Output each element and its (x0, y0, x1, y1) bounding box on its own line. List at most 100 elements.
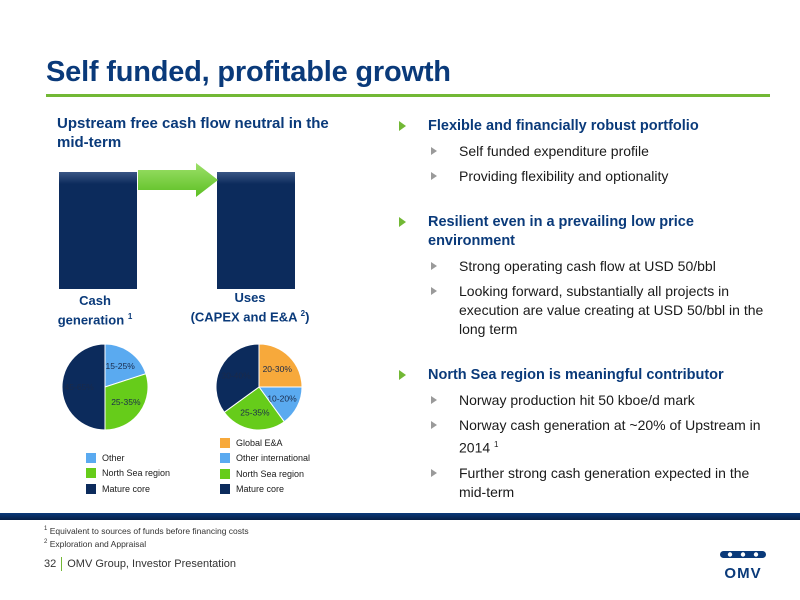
green-triangle-icon (399, 370, 406, 380)
grey-triangle-icon (431, 262, 437, 270)
legend-label: Other (102, 452, 125, 463)
footnote-number: 2 (44, 538, 48, 545)
sub-bullet-text: Norway production hit 50 kboe/d mark (459, 392, 695, 408)
pie-slice-label: 10-20% (267, 394, 297, 404)
legend-label: Mature core (102, 483, 151, 494)
pie-slice-label: 15-25% (106, 361, 136, 371)
sub-bullet-text: Norway cash generation at ~20% of Upstre… (459, 417, 761, 456)
grey-triangle-icon (431, 421, 437, 429)
uses-subtitle-close: ) (305, 309, 310, 325)
pie-slice (258, 343, 303, 388)
main-bullet-text: Flexible and financially robust portfoli… (428, 118, 699, 134)
pie-slice-label: 30-40% (221, 370, 251, 380)
page-number: 32 (44, 558, 57, 570)
legend-swatch (86, 483, 96, 494)
footnote: 1 Equivalent to sources of funds before … (44, 524, 249, 537)
legend-swatch (220, 453, 230, 464)
cash-generation-text: Cash generation (57, 293, 125, 328)
footer-separator (61, 557, 63, 571)
right-arrow-icon (138, 163, 218, 197)
omv-logo-mark-icon (720, 551, 766, 558)
uses-title: Uses (234, 290, 266, 305)
pie-slice (223, 386, 285, 431)
grey-triangle-icon (431, 147, 437, 155)
grey-triangle-icon (431, 396, 437, 404)
pie-slice-label: 20-30% (263, 364, 293, 374)
sub-bullet-text: Looking forward, substantially all proje… (459, 283, 764, 337)
sub-bullet-text: Strong operating cash flow at USD 50/bbl (459, 258, 716, 274)
footnote-ref: 1 (494, 440, 499, 449)
title-underline (46, 94, 770, 97)
pie-slice (215, 343, 260, 413)
sub-bullet-text: Further strong cash generation expected … (459, 464, 750, 500)
cash-generation-bar (59, 172, 137, 289)
uses-legend: Global E&A Other international North Sea r… (220, 435, 310, 497)
sub-bullet: Self funded expenditure profile (397, 142, 777, 161)
legend-swatch (86, 468, 96, 479)
legend-label: North Sea region (102, 468, 171, 479)
sub-bullet: Looking forward, substantially all proje… (397, 282, 777, 339)
legend-swatch (220, 484, 230, 495)
omv-logo: OMV (718, 546, 768, 582)
left-heading: Upstream free cash flow neutral in the m… (57, 115, 329, 151)
footnote-number: 1 (44, 526, 48, 532)
pie-slice (61, 343, 106, 431)
main-bullet-text: Resilient even in a prevailing low price… (428, 214, 694, 249)
cash-generation-legend: Other North Sea region Mature core (86, 450, 170, 497)
main-bullet: Flexible and financially robust portfoli… (397, 117, 777, 136)
footnote-text: Exploration and Appraisal (49, 538, 147, 549)
uses-subtitle-text: (CAPEX and E&A (190, 309, 301, 325)
main-bullet: Resilient even in a prevailing low price… (397, 213, 777, 251)
uses-pie: 20-30% 10-20% 25-35% 30-40% (215, 343, 303, 431)
grey-triangle-icon (431, 172, 437, 180)
grey-triangle-icon (431, 287, 437, 295)
legend-item: Mature core (86, 481, 170, 497)
pie-slice-label: 25-35% (240, 407, 270, 417)
legend-swatch (86, 452, 96, 463)
footnote-text: Equivalent to sources of funds before fi… (49, 525, 249, 536)
bullet-list: Flexible and financially robust portfoli… (397, 117, 777, 529)
omv-logo-text: OMV (724, 565, 762, 582)
bar-shade (59, 172, 137, 184)
main-bullet-text: North Sea region is meaningful contribut… (428, 367, 724, 383)
footnotes: 1 Equivalent to sources of funds before … (44, 524, 249, 550)
legend-swatch (220, 437, 230, 448)
legend-item: Other international (220, 451, 310, 467)
slide-title: Self funded, profitable growth (46, 56, 451, 88)
sub-bullet: Norway production hit 50 kboe/d mark (397, 391, 777, 410)
footnote-ref: 2 (300, 309, 306, 318)
legend-item: Mature core (220, 482, 310, 498)
green-triangle-icon (399, 121, 406, 131)
legend-label: Global E&A (236, 437, 283, 448)
legend-item: North Sea region (220, 466, 310, 482)
bullet-group: Flexible and financially robust portfoli… (397, 117, 777, 186)
bullet-group: Resilient even in a prevailing low price… (397, 213, 777, 339)
bar-shade (217, 172, 295, 184)
sub-bullet-text: Providing flexibility and optionality (459, 168, 669, 184)
sub-bullet-text: Self funded expenditure profile (459, 143, 649, 159)
footnote: 2 Exploration and Appraisal (44, 537, 249, 550)
sub-bullet: Providing flexibility and optionality (397, 167, 777, 186)
legend-swatch (220, 468, 230, 479)
bullet-group: North Sea region is meaningful contribut… (397, 366, 777, 502)
footer-band (0, 513, 800, 520)
sub-bullet: Strong operating cash flow at USD 50/bbl (397, 257, 777, 276)
uses-subtitle: (CAPEX and E&A 2) (180, 306, 320, 325)
legend-item: North Sea region (86, 466, 170, 482)
legend-item: Other (86, 450, 170, 466)
uses-label: Uses (CAPEX and E&A 2) (180, 290, 320, 325)
sub-bullet: Norway cash generation at ~20% of Upstre… (397, 416, 777, 458)
grey-triangle-icon (431, 468, 437, 477)
pie-slice (104, 343, 147, 388)
cash-generation-label: Cash generation 1 (50, 293, 140, 328)
cash-generation-pie: 15-25% 25-35% 45-65% (61, 343, 149, 431)
main-bullet: North Sea region is meaningful contribut… (397, 366, 777, 385)
legend-label: Mature core (236, 484, 285, 495)
legend-item: Global E&A (220, 435, 310, 451)
legend-label: Other international (236, 453, 311, 464)
legend-label: North Sea region (236, 468, 305, 479)
uses-bar (217, 172, 295, 289)
page-footer: 32 OMV Group, Investor Presentation (44, 557, 236, 571)
pie-slice-label: 45-65% (65, 382, 95, 392)
pie-slice-label: 25-35% (111, 397, 141, 407)
